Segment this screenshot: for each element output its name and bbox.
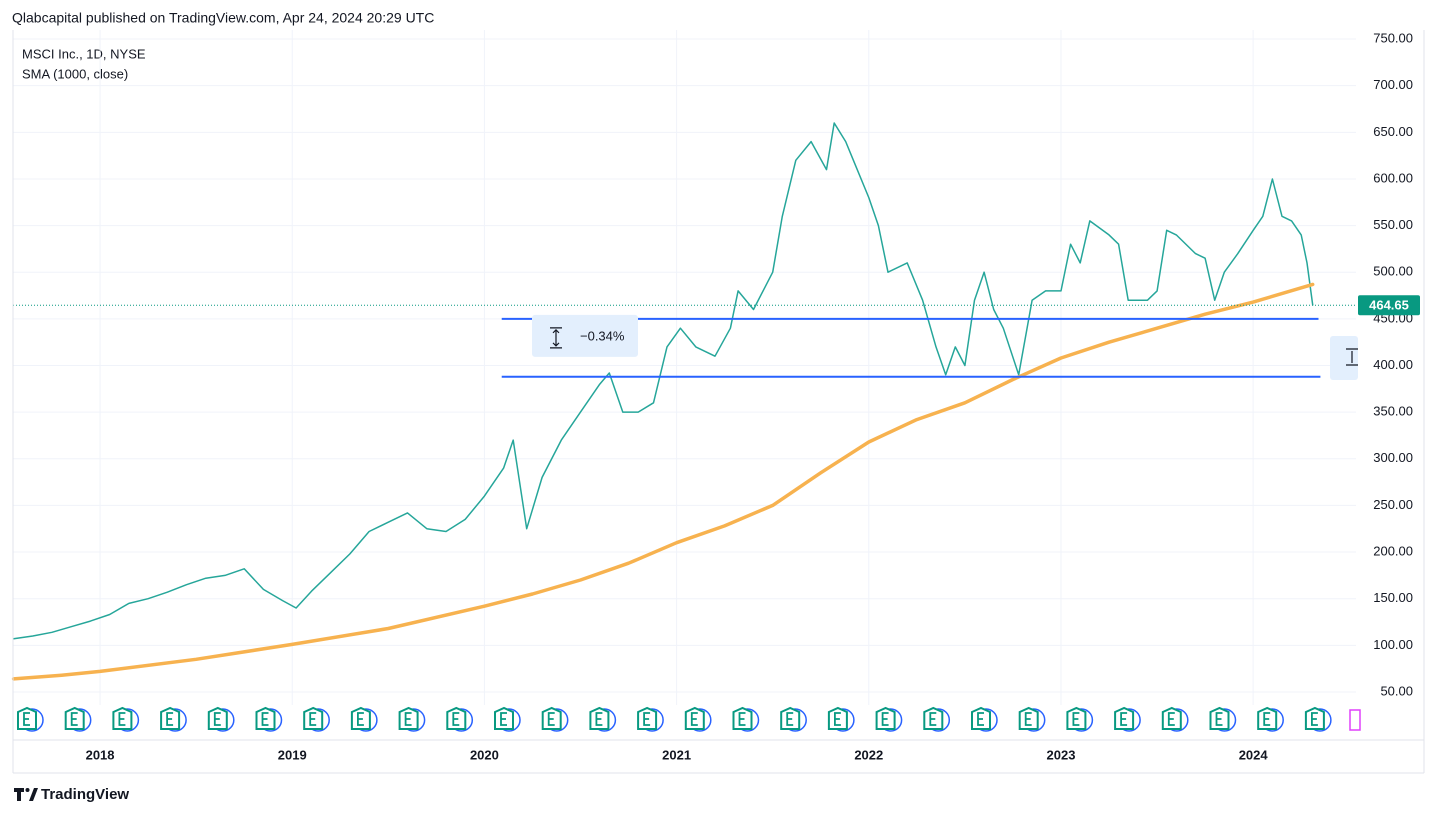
brand-logo	[14, 788, 38, 801]
event-icon-letter	[309, 712, 317, 726]
measure-box-partial	[1330, 336, 1358, 380]
event-icon-letter	[1263, 712, 1271, 726]
x-tick-label: 2019	[278, 747, 307, 762]
event-icon-letter	[213, 712, 221, 726]
event-icon-letter	[1024, 712, 1032, 726]
x-tick-label: 2018	[86, 747, 115, 762]
measure-label: −0.34%	[580, 328, 625, 343]
x-tick-label: 2022	[854, 747, 883, 762]
event-icon-letter	[977, 712, 984, 726]
event-icon-letter	[643, 712, 651, 726]
measure-box	[532, 314, 638, 357]
price-line	[12, 122, 1314, 640]
sma-line	[11, 282, 1315, 681]
y-tick-label: 300.00	[1373, 450, 1413, 465]
y-tick-label: 750.00	[1373, 30, 1413, 45]
event-icon-letter	[834, 712, 841, 726]
measure-icon	[1346, 348, 1358, 366]
y-tick-label: 400.00	[1373, 357, 1413, 372]
last-price-tag	[1358, 295, 1420, 316]
event-icon-letter	[500, 712, 507, 726]
y-tick-label: 100.00	[1373, 637, 1413, 652]
event-icon-letter	[1120, 712, 1128, 726]
y-tick-label: 200.00	[1373, 543, 1413, 558]
event-icon-letter	[690, 712, 698, 726]
event-icon-letter	[261, 712, 269, 726]
brand: TradingView	[41, 786, 129, 803]
y-tick-label: 650.00	[1373, 124, 1413, 139]
legend-entry: SMA (1000, close)	[22, 66, 128, 81]
event-icon-letter	[786, 712, 794, 726]
y-tick-label: 250.00	[1373, 497, 1413, 512]
event-icon-letter	[166, 712, 174, 726]
chart-title: MSCI Inc., 1D, NYSE	[22, 46, 146, 61]
x-tick-label: 2020	[470, 747, 499, 762]
event-icon-letter	[881, 712, 889, 726]
event-icon-letter	[595, 712, 603, 726]
event-icon-letter	[1215, 712, 1223, 726]
y-tick-label: 50.00	[1380, 683, 1413, 698]
x-tick-label: 2021	[662, 747, 691, 762]
x-tick-label: 2023	[1047, 747, 1076, 762]
event-icon-letter	[1167, 712, 1175, 726]
event-icon-letter	[23, 712, 30, 726]
event-icon-letter	[118, 712, 126, 726]
y-tick-label: 500.00	[1373, 264, 1413, 279]
header: Qlabcapital published on TradingView.com…	[12, 10, 434, 26]
last-price-label: 464.65	[1369, 298, 1409, 313]
measure-icon	[550, 327, 562, 349]
event-icon-letter	[1311, 712, 1318, 726]
y-tick-label: 350.00	[1373, 404, 1413, 419]
event-icon-letter	[1072, 712, 1080, 726]
y-tick-label: 550.00	[1373, 217, 1413, 232]
event-icon-letter	[738, 712, 746, 726]
event-icon-letter	[70, 712, 78, 726]
event-icon-letter	[929, 712, 937, 726]
event-icon-letter	[404, 712, 412, 726]
y-tick-label: 600.00	[1373, 170, 1413, 185]
event-icon-letter	[547, 712, 555, 726]
y-tick-label: 150.00	[1373, 590, 1413, 605]
y-tick-label: 700.00	[1373, 77, 1413, 92]
event-icon-letter	[452, 712, 460, 726]
event-icon-letter	[357, 712, 364, 726]
event-icon-partial	[1349, 709, 1361, 731]
x-tick-label: 2024	[1239, 747, 1269, 762]
